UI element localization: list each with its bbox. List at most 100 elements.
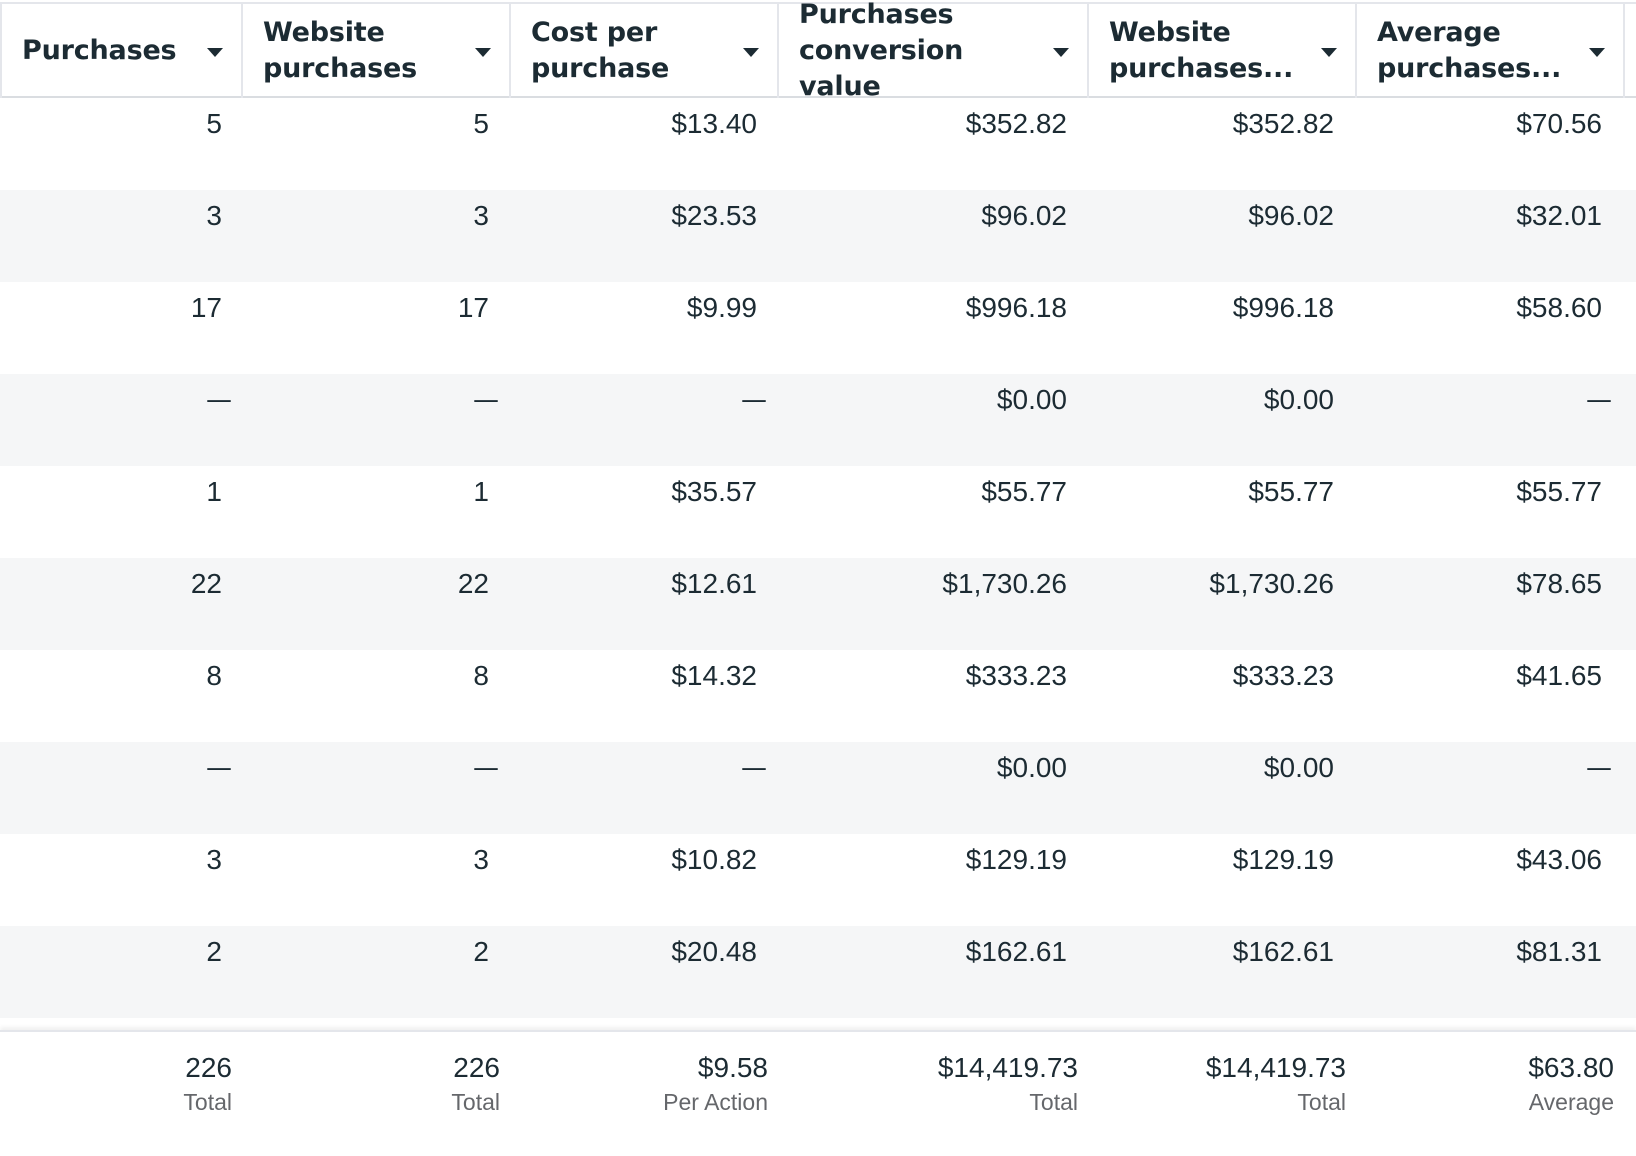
cell-average-purchases: $58.60: [1516, 292, 1602, 323]
cell-website-purchases: 2: [473, 936, 489, 967]
total-label: Total: [1297, 1089, 1346, 1115]
table-row[interactable]: 17 17 $9.99 $996.18 $996.18 $58.60: [0, 282, 1636, 374]
cell-website-purchases-value: $996.18: [1232, 292, 1334, 323]
cell-purchases-conversion-value: $96.02: [981, 200, 1067, 231]
column-header-website-purchases-value[interactable]: Website purchases...: [1089, 4, 1357, 98]
cell-purchases-conversion-value: $352.82: [965, 108, 1067, 139]
cell-website-purchases: —: [473, 753, 499, 783]
cell-purchases: 22: [190, 568, 222, 599]
cell-website-purchases-value: $162.61: [1232, 936, 1334, 967]
table-row[interactable]: 2 2 $20.48 $162.61 $162.61 $81.31: [0, 926, 1636, 1018]
cell-purchases-conversion-value: $333.23: [965, 660, 1067, 691]
column-header-label: Average purchases...: [1377, 17, 1562, 84]
cell-purchases-conversion-value: $996.18: [965, 292, 1067, 323]
chevron-down-icon[interactable]: [475, 48, 491, 57]
cell-cost-per-purchase: $23.53: [671, 200, 757, 231]
cell-purchases: 8: [206, 660, 222, 691]
total-value: 226: [453, 1052, 500, 1083]
cell-website-purchases-value: $96.02: [1248, 200, 1334, 231]
total-website-purchases: 226 Total: [451, 1050, 500, 1118]
cell-cost-per-purchase: $9.99: [686, 292, 757, 323]
table-row[interactable]: 1 1 $35.57 $55.77 $55.77 $55.77: [0, 466, 1636, 558]
table-header: Purchases Website purchases Cost per pur…: [0, 0, 1636, 102]
column-header-label: Purchases conversion value: [799, 0, 964, 102]
total-value: $14,419.73: [937, 1052, 1078, 1083]
total-average-purchases: $63.80 Average: [1528, 1050, 1614, 1118]
total-value: 226: [185, 1052, 232, 1083]
cell-website-purchases: 8: [473, 660, 489, 691]
chevron-down-icon[interactable]: [1053, 48, 1069, 57]
cell-website-purchases: 17: [457, 292, 489, 323]
cell-average-purchases: $55.77: [1516, 476, 1602, 507]
cell-purchases-conversion-value: $0.00: [996, 384, 1067, 415]
cell-cost-per-purchase: $20.48: [671, 936, 757, 967]
table-row[interactable]: 3 3 $23.53 $96.02 $96.02 $32.01: [0, 190, 1636, 282]
total-label: Total: [183, 1089, 232, 1115]
column-header-website-purchases[interactable]: Website purchases: [243, 4, 511, 98]
column-header-label: Website purchases: [263, 17, 417, 84]
table-row[interactable]: 5 5 $13.40 $352.82 $352.82 $70.56: [0, 98, 1636, 190]
chevron-down-icon[interactable]: [743, 48, 759, 57]
cell-cost-per-purchase: $14.32: [671, 660, 757, 691]
cell-purchases: 3: [206, 844, 222, 875]
chevron-down-icon[interactable]: [1589, 48, 1605, 57]
cell-website-purchases: —: [473, 385, 499, 415]
column-header-purchases[interactable]: Purchases: [0, 4, 243, 98]
cell-average-purchases: —: [1586, 753, 1612, 783]
cell-cost-per-purchase: $10.82: [671, 844, 757, 875]
cell-website-purchases-value: $352.82: [1232, 108, 1334, 139]
cell-website-purchases: 3: [473, 200, 489, 231]
total-cost-per-purchase: $9.58 Per Action: [663, 1050, 768, 1118]
chevron-down-icon[interactable]: [1321, 48, 1337, 57]
cell-website-purchases-value: $0.00: [1263, 384, 1334, 415]
table-footer-totals: 226 Total 226 Total $9.58 Per Action $14…: [0, 1030, 1636, 1156]
total-value: $63.80: [1528, 1052, 1614, 1083]
total-purchases-conversion-value: $14,419.73 Total: [938, 1050, 1078, 1118]
total-value: $9.58: [697, 1052, 768, 1083]
cell-average-purchases: $32.01: [1516, 200, 1602, 231]
cell-website-purchases: 22: [457, 568, 489, 599]
cell-average-purchases: $70.56: [1516, 108, 1602, 139]
table-body: 5 5 $13.40 $352.82 $352.82 $70.56 3 3 $23.53 $96.…: [0, 98, 1636, 1018]
cell-website-purchases: 5: [473, 108, 489, 139]
cell-website-purchases-value: $0.00: [1263, 752, 1334, 783]
table-row[interactable]: — — — $0.00 $0.00 —: [0, 374, 1636, 466]
cell-average-purchases: $81.31: [1516, 936, 1602, 967]
chevron-down-icon[interactable]: [207, 48, 223, 57]
table-row[interactable]: 8 8 $14.32 $333.23 $333.23 $41.65: [0, 650, 1636, 742]
cell-cost-per-purchase: $12.61: [671, 568, 757, 599]
cell-purchases: —: [206, 385, 232, 415]
cell-purchases-conversion-value: $55.77: [981, 476, 1067, 507]
table-row[interactable]: — — — $0.00 $0.00 —: [0, 742, 1636, 834]
cell-average-purchases: —: [1586, 385, 1612, 415]
cell-purchases: 3: [206, 200, 222, 231]
cell-purchases-conversion-value: $0.00: [996, 752, 1067, 783]
total-label: Total: [451, 1089, 500, 1115]
cell-purchases-conversion-value: $162.61: [965, 936, 1067, 967]
cell-cost-per-purchase: —: [741, 385, 767, 415]
cell-cost-per-purchase: $13.40: [671, 108, 757, 139]
cell-website-purchases: 3: [473, 844, 489, 875]
total-website-purchases-value: $14,419.73 Total: [1206, 1050, 1346, 1118]
table-row[interactable]: 22 22 $12.61 $1,730.26 $1,730.26 $78.65: [0, 558, 1636, 650]
cell-average-purchases: $43.06: [1516, 844, 1602, 875]
cell-average-purchases: $41.65: [1516, 660, 1602, 691]
cell-website-purchases-value: $55.77: [1248, 476, 1334, 507]
total-label: Total: [1029, 1089, 1078, 1115]
cell-purchases: —: [206, 753, 232, 783]
cell-purchases: 17: [190, 292, 222, 323]
total-purchases: 226 Total: [183, 1050, 232, 1118]
column-header-purchases-conversion-value[interactable]: Purchases conversion value: [779, 0, 1089, 102]
column-header-label: Purchases: [22, 35, 177, 66]
column-header-cost-per-purchase[interactable]: Cost per purchase: [511, 4, 779, 98]
cell-average-purchases: $78.65: [1516, 568, 1602, 599]
total-label: Average: [1528, 1089, 1614, 1115]
cell-purchases: 2: [206, 936, 222, 967]
cell-cost-per-purchase: $35.57: [671, 476, 757, 507]
column-header-average-purchases[interactable]: Average purchases...: [1357, 4, 1625, 98]
table-row[interactable]: 3 3 $10.82 $129.19 $129.19 $43.06: [0, 834, 1636, 926]
cell-website-purchases-value: $129.19: [1232, 844, 1334, 875]
cell-cost-per-purchase: —: [741, 753, 767, 783]
cell-website-purchases-value: $333.23: [1232, 660, 1334, 691]
total-label: Per Action: [663, 1089, 768, 1115]
